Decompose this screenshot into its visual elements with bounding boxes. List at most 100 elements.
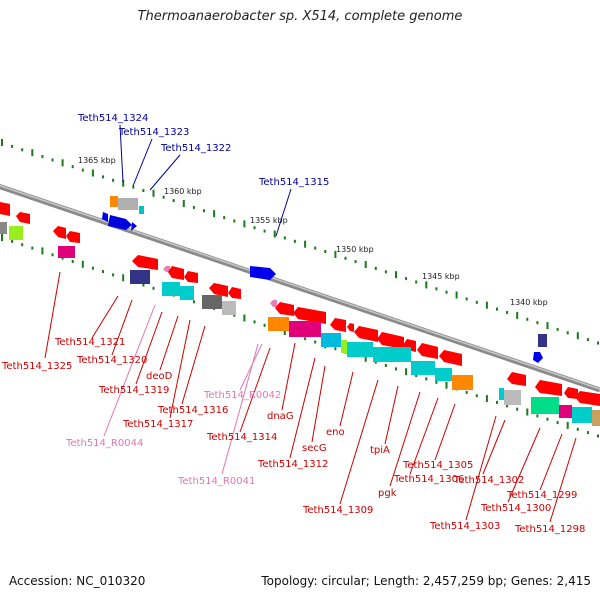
feature-cds[interactable] [293, 307, 326, 324]
feature-cds[interactable] [435, 368, 452, 381]
gene-label[interactable]: Teth514_1320 [76, 355, 147, 366]
feature-cds[interactable] [16, 212, 30, 224]
gene-label[interactable]: secG [302, 443, 327, 454]
feature-cds[interactable] [531, 397, 559, 414]
feature-cds[interactable] [139, 206, 144, 214]
gene-label[interactable]: Teth514_R0041 [177, 476, 255, 487]
feature-cds[interactable] [592, 410, 600, 426]
ruler-tick [485, 301, 488, 309]
gene-label[interactable]: Teth514_1299 [506, 490, 577, 501]
gene-label[interactable]: Teth514_1303 [429, 521, 500, 532]
gene-label[interactable]: pgk [378, 488, 397, 499]
label-leader-line [135, 311, 163, 385]
label-leaders [44, 124, 577, 523]
gene-label[interactable]: Teth514_1324 [77, 113, 148, 124]
gene-label[interactable]: Teth514_R0042 [203, 390, 281, 401]
ruler-tick [354, 260, 357, 264]
feature-cds[interactable] [0, 202, 10, 216]
feature-cds[interactable] [250, 266, 276, 280]
feature-cds[interactable] [535, 380, 562, 396]
gene-label[interactable]: Teth514_1321 [54, 337, 125, 348]
feature-cds[interactable] [377, 332, 404, 349]
gene-label[interactable]: Teth514_R0044 [65, 438, 143, 449]
feature-cds[interactable] [452, 375, 473, 390]
feature-cds[interactable] [354, 326, 378, 342]
label-leader-line [239, 347, 271, 433]
feature-cds[interactable] [180, 286, 194, 300]
feature-cds[interactable] [347, 323, 354, 332]
feature-cds[interactable] [222, 301, 236, 315]
feature-cds[interactable] [9, 226, 23, 240]
gene-label[interactable]: Teth514_1298 [514, 524, 585, 535]
ruler-tick [71, 165, 74, 169]
feature-cds[interactable] [0, 222, 7, 234]
feature-cds[interactable] [533, 352, 543, 363]
feature-cds[interactable] [289, 321, 321, 337]
feature-cds[interactable] [168, 266, 184, 280]
feature-cds[interactable] [330, 318, 346, 332]
gene-label[interactable]: Teth514_1316 [157, 405, 228, 416]
gene-label[interactable]: Teth514_1306 [393, 474, 464, 485]
feature-cds[interactable] [268, 317, 289, 331]
feature-cds[interactable] [131, 222, 137, 231]
gene-label[interactable]: Teth514_1305 [402, 460, 473, 471]
feature-cds[interactable] [572, 407, 592, 423]
ruler-tick [415, 280, 418, 284]
feature-cds[interactable] [108, 215, 132, 230]
feature-cds[interactable] [66, 231, 80, 243]
feature-cds[interactable] [439, 350, 462, 366]
gene-label[interactable]: Teth514_1325 [1, 361, 72, 372]
feature-cds[interactable] [162, 282, 180, 296]
gene-label[interactable]: Teth514_1315 [258, 177, 329, 188]
ruler-labels: 1365 kbp 1360 kbp 1355 kbp 1350 kbp 1345… [78, 156, 548, 307]
feature-cds[interactable] [417, 343, 438, 359]
feature-cds[interactable] [132, 255, 158, 270]
feature-cds[interactable] [321, 333, 341, 347]
genome-summary-text: Topology: circular; Length: 2,457,259 bp… [261, 574, 591, 588]
label-leader-line [482, 419, 506, 475]
feature-cds[interactable] [130, 270, 150, 284]
feature-cds[interactable] [102, 212, 108, 222]
feature-cds[interactable] [559, 405, 572, 418]
feature-cds[interactable] [228, 287, 241, 299]
gene-label[interactable]: eno [326, 427, 345, 438]
feature-cds[interactable] [564, 387, 578, 399]
feature-cds[interactable] [202, 295, 222, 309]
feature-cds[interactable] [184, 271, 198, 283]
feature-cds[interactable] [53, 226, 66, 239]
gene-label[interactable]: Teth514_1302 [453, 475, 524, 486]
gene-label[interactable]: Teth514_1322 [160, 143, 231, 154]
gene-label[interactable]: Teth514_1317 [122, 419, 193, 430]
feature-cds[interactable] [504, 390, 521, 405]
feature-cds[interactable] [499, 388, 504, 400]
gene-label[interactable]: Teth514_1314 [206, 432, 277, 443]
feature-cds[interactable] [347, 342, 373, 357]
feature-cds[interactable] [58, 246, 75, 258]
ruler-tick [81, 168, 84, 172]
feature-rna[interactable] [163, 266, 170, 272]
feature-cds[interactable] [118, 198, 138, 210]
ruler-tick [263, 229, 266, 233]
gene-label[interactable]: dnaG [267, 411, 294, 422]
feature-cds[interactable] [373, 347, 411, 362]
gene-label[interactable]: Teth514_1300 [480, 503, 551, 514]
feature-cds[interactable] [507, 372, 526, 386]
gene-label[interactable]: Teth514_1312 [257, 459, 328, 470]
feature-cds[interactable] [575, 391, 600, 406]
ruler-tick [102, 175, 104, 179]
gene-label[interactable]: tpiA [370, 445, 390, 456]
feature-cds[interactable] [341, 340, 347, 353]
feature-cds[interactable] [209, 283, 228, 297]
feature-cds[interactable] [110, 196, 118, 207]
gene-label[interactable]: Teth514_1323 [118, 127, 189, 138]
feature-cds[interactable] [411, 361, 435, 375]
gene-label[interactable]: deoD [146, 371, 173, 382]
feature-rna[interactable] [270, 300, 277, 307]
ruler-tick [203, 209, 205, 213]
feature-cds[interactable] [275, 302, 294, 316]
ruler-tick [243, 314, 246, 322]
gene-label[interactable]: Teth514_1319 [98, 385, 169, 396]
gene-label[interactable]: Teth514_1309 [302, 505, 373, 516]
feature-cds[interactable] [538, 334, 547, 347]
label-leader-line [289, 357, 316, 459]
